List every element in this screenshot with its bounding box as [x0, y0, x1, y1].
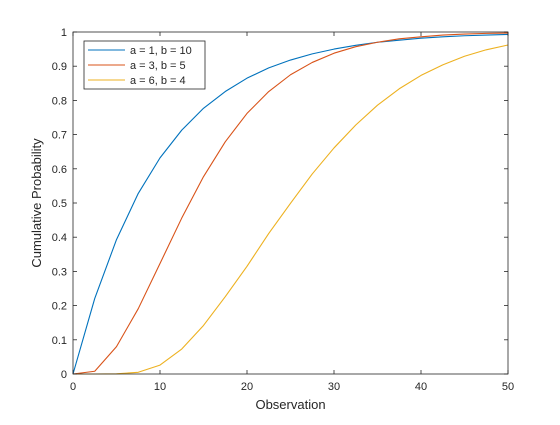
legend: a = 1, b = 10 a = 3, b = 5 a = 6, b = 4: [83, 40, 206, 90]
y-tick-label: 0.6: [52, 164, 67, 176]
series-line-3: [73, 44, 509, 375]
legend-label-3: a = 6, b = 4: [130, 75, 186, 87]
y-tick-label: 1: [61, 27, 67, 39]
series-layer: [72, 32, 509, 375]
x-tick-label: 0: [70, 381, 76, 393]
y-tick-label: 0.4: [52, 232, 67, 244]
legend-label-1: a = 1, b = 10: [130, 45, 192, 57]
y-tick-label: 0.3: [52, 266, 67, 278]
y-tick-label: 0.2: [52, 301, 67, 313]
y-tick-label: 0.5: [52, 198, 67, 210]
x-tick-label: 40: [415, 381, 427, 393]
x-tick-label: 30: [328, 381, 340, 393]
y-tick-label: 0.7: [52, 130, 67, 142]
x-axis-label: Observation: [255, 397, 325, 412]
series-line-2: [72, 32, 509, 375]
y-axis-label: Cumulative Probability: [29, 138, 44, 268]
plot-frame: [72, 31, 509, 375]
y-tick-label: 0.9: [52, 61, 67, 73]
legend-label-2: a = 3, b = 5: [130, 60, 186, 72]
y-tick-label: 0.8: [52, 95, 67, 107]
x-tick-label: 20: [241, 381, 253, 393]
x-tick-label: 10: [154, 381, 166, 393]
y-tick-label: 0: [61, 369, 67, 381]
x-tick-label: 50: [502, 381, 514, 393]
series-line-1: [72, 33, 509, 375]
y-tick-label: 0.1: [52, 335, 67, 347]
ticks-layer: 0 10 20 30 40 50 0 0.1 0.2 0.3 0.4 0.5 0.6 0.7 0.8 0.9 1: [52, 27, 514, 393]
